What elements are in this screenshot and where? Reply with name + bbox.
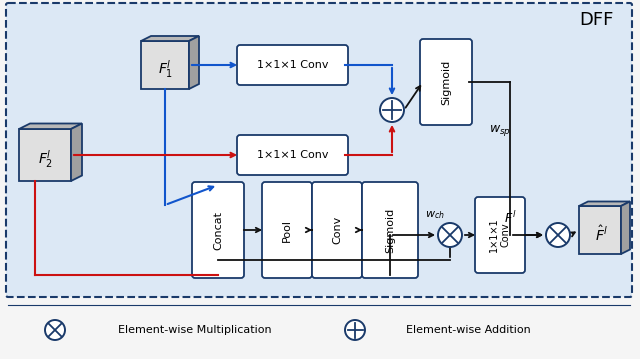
Polygon shape — [189, 36, 199, 89]
FancyBboxPatch shape — [192, 182, 244, 278]
Text: Element-wise Multiplication: Element-wise Multiplication — [118, 325, 272, 335]
Text: Sigmoid: Sigmoid — [441, 59, 451, 104]
FancyBboxPatch shape — [420, 39, 472, 125]
Polygon shape — [579, 201, 630, 206]
Circle shape — [45, 320, 65, 340]
FancyBboxPatch shape — [475, 197, 525, 273]
Bar — [19, 129, 71, 181]
FancyBboxPatch shape — [362, 182, 418, 278]
FancyBboxPatch shape — [6, 3, 632, 297]
FancyBboxPatch shape — [237, 135, 348, 175]
Text: $w_{sp}$: $w_{sp}$ — [489, 122, 511, 137]
Circle shape — [438, 223, 462, 247]
Text: Element-wise Addition: Element-wise Addition — [406, 325, 531, 335]
Text: 1×1×1
Conv: 1×1×1 Conv — [489, 218, 511, 252]
Polygon shape — [71, 123, 82, 181]
Text: $w_{ch}$: $w_{ch}$ — [425, 209, 445, 221]
Text: $F_1^l$: $F_1^l$ — [158, 58, 173, 80]
Polygon shape — [621, 201, 630, 254]
FancyBboxPatch shape — [312, 182, 362, 278]
Text: Concat: Concat — [213, 210, 223, 250]
Text: 1×1×1 Conv: 1×1×1 Conv — [257, 60, 328, 70]
Circle shape — [380, 98, 404, 122]
Text: $F^l$: $F^l$ — [504, 210, 516, 226]
Text: $\hat{F}^l$: $\hat{F}^l$ — [595, 224, 607, 244]
Text: Conv: Conv — [332, 216, 342, 244]
Text: $F_2^l$: $F_2^l$ — [38, 148, 54, 170]
Circle shape — [345, 320, 365, 340]
Text: Pool: Pool — [282, 219, 292, 242]
Polygon shape — [19, 123, 82, 129]
Text: DFF: DFF — [579, 11, 613, 29]
Polygon shape — [141, 36, 199, 41]
FancyBboxPatch shape — [262, 182, 312, 278]
Bar — [579, 206, 621, 254]
Bar — [141, 41, 189, 89]
Text: 1×1×1 Conv: 1×1×1 Conv — [257, 150, 328, 160]
FancyBboxPatch shape — [237, 45, 348, 85]
Text: Sigmoid: Sigmoid — [385, 208, 395, 253]
Circle shape — [546, 223, 570, 247]
